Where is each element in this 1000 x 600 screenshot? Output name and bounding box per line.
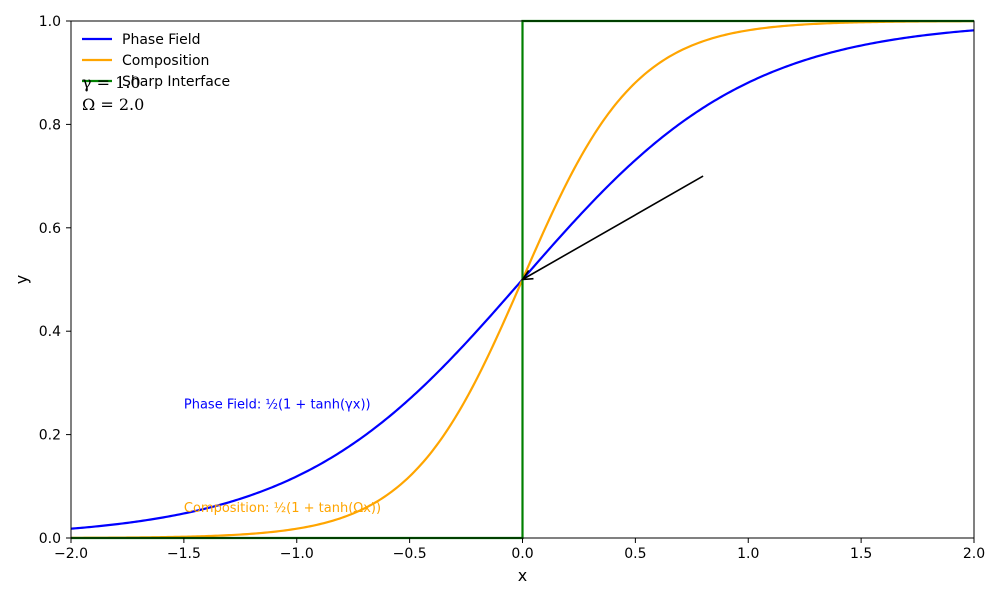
x-tick-label: −0.5 <box>393 546 427 562</box>
x-tick-label: 1.0 <box>737 546 759 562</box>
x-tick-label: −1.5 <box>167 546 201 562</box>
annotation-arrow-shaft <box>522 175 704 281</box>
y-axis-title: y <box>12 275 31 284</box>
curve-annotation: Phase Field: ½(1 + tanh(γx)) <box>184 398 371 413</box>
annotation-layer: Phase Field: ½(1 + tanh(γx)) Composition:… <box>184 175 704 516</box>
y-tick-label: 0.4 <box>39 324 61 340</box>
parameter-box: γ = 1.0 Ω = 2.0 <box>82 73 144 114</box>
y-tick-label: 0.2 <box>39 428 61 444</box>
x-tick-label: −2.0 <box>54 546 88 562</box>
omega-parameter-label: Ω = 2.0 <box>82 95 144 114</box>
x-tick-label: 2.0 <box>963 546 985 562</box>
legend-label: Composition <box>122 53 209 69</box>
legend: Phase Field Composition Sharp Interface <box>82 32 230 90</box>
x-tick-label: 1.5 <box>850 546 872 562</box>
x-tick-label: 0.5 <box>624 546 646 562</box>
gamma-parameter-label: γ = 1.0 <box>82 73 141 92</box>
ticks-layer: −2.0 −1.5 −1.0 −0.5 0.0 0.5 1.0 1.5 2.0 0.0 0.2 0.4… <box>39 14 985 562</box>
y-tick-label: 0.0 <box>39 531 61 547</box>
curve-annotation: Composition: ½(1 + tanh(Ωx)) <box>184 501 381 516</box>
x-tick-label: 0.0 <box>511 546 533 562</box>
legend-label: Phase Field <box>122 32 201 48</box>
x-axis-title: x <box>518 566 527 585</box>
y-tick-label: 0.8 <box>39 117 61 133</box>
y-tick-label: 0.6 <box>39 221 61 237</box>
y-tick-label: 1.0 <box>39 14 61 30</box>
annotation-arrow-head <box>520 269 534 281</box>
legend-label: Sharp Interface <box>122 74 230 90</box>
x-tick-label: −1.0 <box>280 546 314 562</box>
